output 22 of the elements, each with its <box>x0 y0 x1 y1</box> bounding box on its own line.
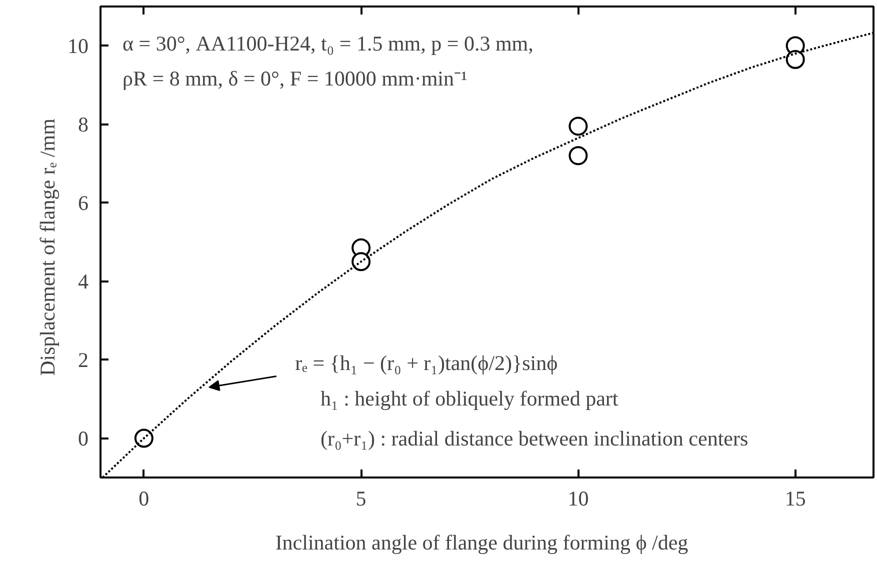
y-tick-label: 2 <box>78 348 88 372</box>
annotation: (r₀+r₁) : radial distance between inclination centers <box>320 426 748 450</box>
annotation: h₁ : height of obliquely formed part <box>320 386 618 410</box>
point <box>568 116 588 136</box>
y-tick-label: 8 <box>78 112 88 136</box>
point <box>568 146 588 166</box>
annotation: ρR = 8 mm, δ = 0°, F = 10000 mm·min⁻¹ <box>122 66 468 90</box>
x-tick-label: 0 <box>138 486 150 510</box>
x-axis-title: Inclination angle of flange during forming ϕ /deg <box>275 530 689 554</box>
annotation: α = 30°, AA1100-H24, t₀ = 1.5 mm, p = 0.3 mm, <box>122 32 534 56</box>
y-tick-label: 0 <box>78 426 88 450</box>
point <box>786 50 805 69</box>
x-tick-label: 15 <box>784 486 806 510</box>
y-tick-label: 4 <box>78 269 89 294</box>
y-tick-label: 6 <box>78 190 88 215</box>
y-tick-label: 10 <box>68 34 88 58</box>
point <box>134 428 154 448</box>
annotation: rₑ = {h₁ − (r₀ + r₁)tan(ϕ/2)}sinϕ <box>295 351 558 376</box>
x-tick-label: 5 <box>356 486 366 510</box>
x-tick-label: 10 <box>568 486 589 510</box>
point <box>352 252 371 272</box>
y-axis-title: Displacement of flange rₑ /mm <box>36 118 60 376</box>
